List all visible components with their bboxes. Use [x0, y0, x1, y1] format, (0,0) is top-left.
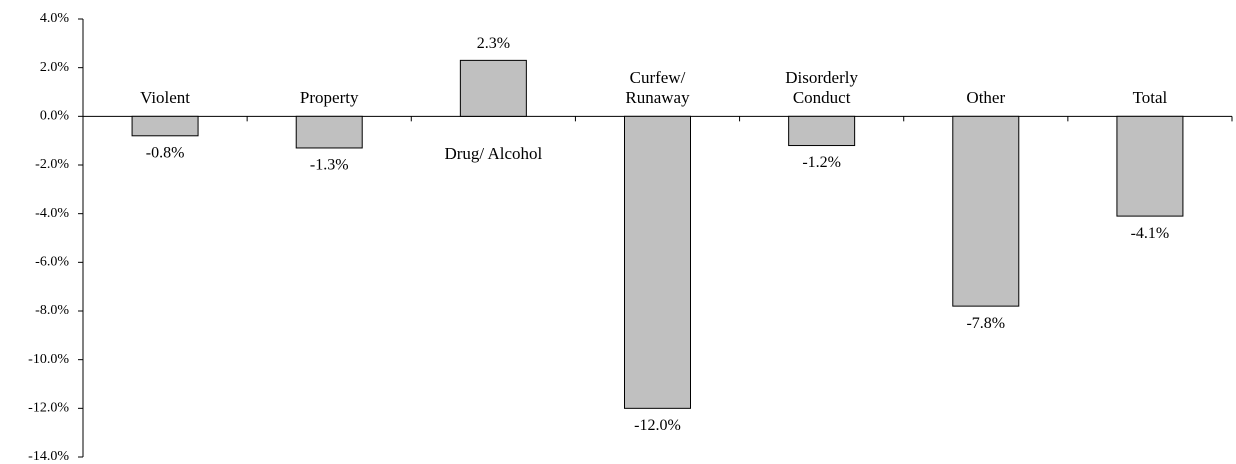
- y-tick-label: -6.0%: [35, 255, 69, 270]
- y-tick-label: -4.0%: [35, 206, 69, 221]
- value-label: -7.8%: [966, 315, 1005, 332]
- bar: [624, 115, 691, 409]
- y-tick-label: -10.0%: [28, 352, 69, 367]
- value-label: -1.3%: [310, 157, 349, 174]
- bar: [131, 115, 199, 137]
- y-tick-label: 4.0%: [40, 11, 70, 26]
- y-tick-label: -8.0%: [35, 303, 69, 318]
- y-tick-label: 2.0%: [40, 60, 70, 75]
- x-category-label: Drug/ Alcohol: [444, 144, 543, 164]
- value-label: -4.1%: [1131, 225, 1170, 242]
- y-tick-label: 0.0%: [40, 109, 70, 124]
- bar: [1116, 115, 1184, 217]
- bar: [295, 115, 363, 149]
- x-category-label: Disorderly Conduct: [785, 68, 858, 108]
- x-category-label: Other: [966, 88, 1006, 108]
- y-tick-label: -14.0%: [28, 449, 69, 464]
- bar: [952, 115, 1020, 307]
- value-label: 2.3%: [477, 35, 510, 52]
- x-category-label: Total: [1132, 88, 1168, 108]
- y-tick-label: -12.0%: [28, 401, 69, 416]
- x-category-label: Curfew/ Runaway: [625, 68, 690, 108]
- y-tick-label: -2.0%: [35, 157, 69, 172]
- value-label: -1.2%: [802, 154, 841, 171]
- x-category-label: Property: [299, 88, 359, 108]
- x-category-label: Violent: [140, 88, 191, 108]
- value-label: -0.8%: [146, 144, 185, 161]
- bar: [788, 115, 856, 147]
- value-label: -12.0%: [634, 417, 681, 434]
- bar: [459, 59, 527, 117]
